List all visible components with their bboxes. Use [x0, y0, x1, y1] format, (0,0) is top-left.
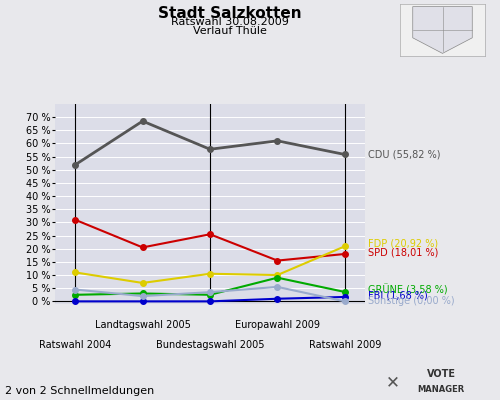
Text: Landtagswahl 2005: Landtagswahl 2005	[94, 320, 190, 330]
Polygon shape	[413, 7, 472, 53]
Text: Ratswahl 2009: Ratswahl 2009	[308, 340, 381, 350]
Text: CDU (55,82 %): CDU (55,82 %)	[368, 150, 440, 160]
Text: Europawahl 2009: Europawahl 2009	[235, 320, 320, 330]
Text: MANAGER: MANAGER	[418, 386, 465, 394]
Text: FDP (20,92 %): FDP (20,92 %)	[368, 239, 438, 249]
Text: Ratswahl 2004: Ratswahl 2004	[39, 340, 112, 350]
Text: Verlauf Thüle: Verlauf Thüle	[193, 26, 267, 36]
Text: Bundestagswahl 2005: Bundestagswahl 2005	[156, 340, 264, 350]
Text: Sonstige (0,00 %): Sonstige (0,00 %)	[368, 296, 454, 306]
Text: SPD (18,01 %): SPD (18,01 %)	[368, 248, 438, 258]
Text: GRÜNE (3,58 %): GRÜNE (3,58 %)	[368, 284, 447, 295]
Text: Ratswahl 30.08.2009: Ratswahl 30.08.2009	[171, 17, 289, 27]
Text: FBI (1,68 %): FBI (1,68 %)	[368, 290, 427, 300]
Text: VOTE: VOTE	[426, 369, 456, 379]
Text: ✕: ✕	[386, 373, 400, 391]
Text: 2 von 2 Schnellmeldungen: 2 von 2 Schnellmeldungen	[5, 386, 154, 396]
Text: Stadt Salzkotten: Stadt Salzkotten	[158, 6, 302, 21]
